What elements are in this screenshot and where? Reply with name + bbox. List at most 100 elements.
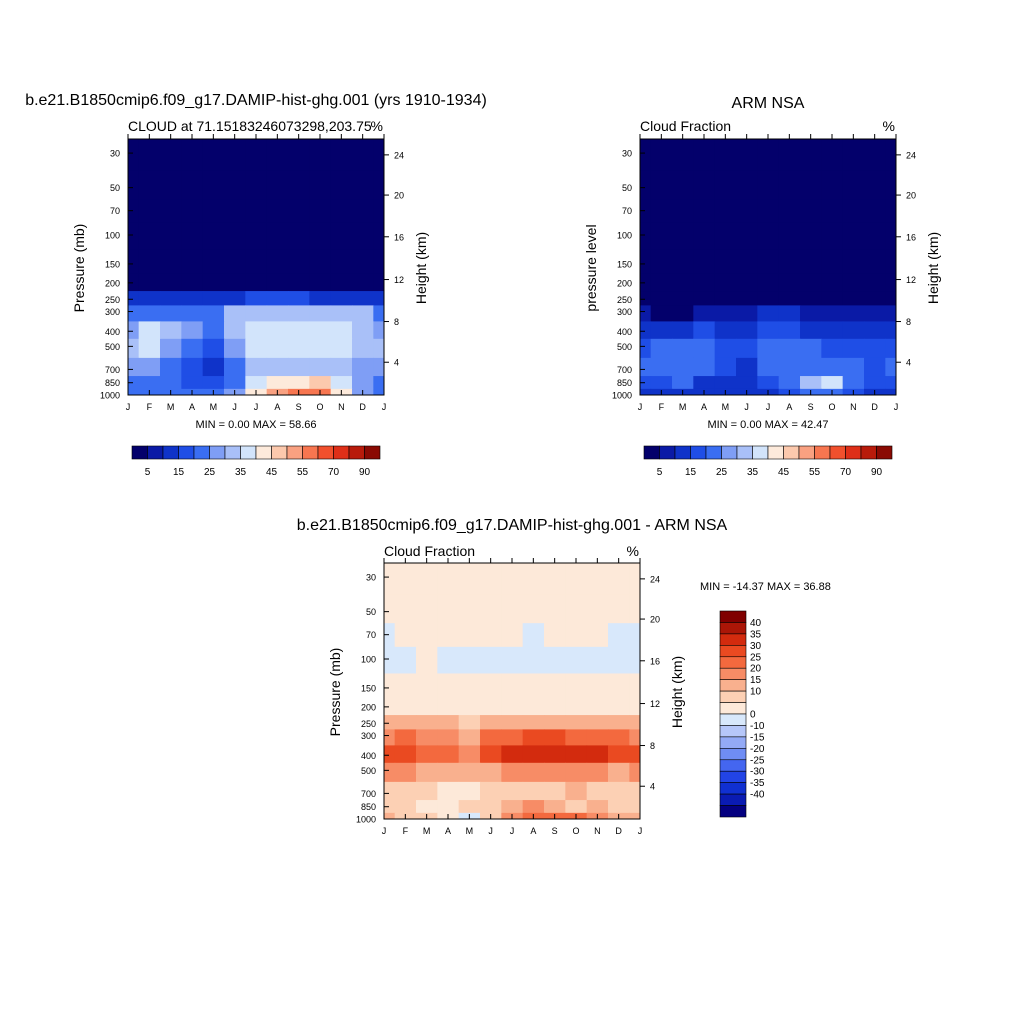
colorbar-swatch xyxy=(719,667,747,680)
heatmap-cell xyxy=(650,170,673,200)
heatmap-cell xyxy=(885,139,897,171)
heatmap-cell xyxy=(565,594,588,624)
pressure-tick-label: 50 xyxy=(622,183,632,193)
heatmap-cell xyxy=(224,273,246,292)
heatmap-cell xyxy=(181,357,204,377)
heatmap-cell xyxy=(544,762,566,783)
heatmap-cell xyxy=(330,273,353,292)
heatmap-cell xyxy=(373,139,385,171)
panel-diff-main-title: b.e21.B1850cmip6.f09_g17.DAMIP-hist-ghg.… xyxy=(297,517,728,534)
month-tick-label: O xyxy=(572,826,579,836)
heatmap-cell xyxy=(842,357,865,377)
heatmap-cell xyxy=(522,729,545,746)
heatmap-cell xyxy=(885,170,897,200)
heatmap-cell xyxy=(458,729,481,746)
heatmap-cell xyxy=(800,273,822,292)
panel-obs-colorbar: 5 15 25 35 45 55 70 90 xyxy=(643,445,893,478)
colorbar-swatch xyxy=(719,805,747,818)
month-tick-label: N xyxy=(850,402,857,412)
colorbar-label: 90 xyxy=(359,467,371,478)
heatmap-cell xyxy=(640,388,652,396)
heatmap-cell xyxy=(672,305,694,322)
heatmap-cell xyxy=(437,729,460,746)
pressure-tick-label: 50 xyxy=(366,607,376,617)
colorbar-label: 5 xyxy=(657,467,663,478)
panel-diff: b.e21.B1850cmip6.f09_g17.DAMIP-hist-ghg.… xyxy=(297,517,831,836)
heatmap-cell xyxy=(437,781,460,801)
heatmap-cell xyxy=(757,338,780,359)
heatmap-cell xyxy=(714,291,737,306)
heatmap-cell xyxy=(266,338,289,359)
heatmap-cell xyxy=(640,222,652,250)
month-tick-label: M xyxy=(466,826,474,836)
heatmap-cell xyxy=(181,249,204,274)
heatmap-cell xyxy=(800,338,822,359)
heatmap-cell xyxy=(160,305,182,322)
colorbar-label: 55 xyxy=(297,467,309,478)
heatmap-cell xyxy=(736,376,758,390)
heatmap-cell xyxy=(138,291,161,306)
heatmap-cell xyxy=(778,321,801,340)
colorbar-label: 70 xyxy=(328,467,340,478)
heatmap-cell xyxy=(842,291,865,306)
colorbar-swatch xyxy=(767,445,784,460)
heatmap-cell xyxy=(458,781,481,801)
heatmap-cell xyxy=(640,273,652,292)
heatmap-cell xyxy=(288,305,310,322)
heatmap-cell xyxy=(384,715,396,730)
heatmap-cell xyxy=(800,291,822,306)
heatmap-cell xyxy=(629,563,641,595)
heatmap-cell xyxy=(608,729,630,746)
month-tick-label: A xyxy=(701,402,707,412)
heatmap-cell xyxy=(458,646,481,674)
heatmap-cell xyxy=(384,646,396,674)
heatmap-cell xyxy=(640,139,652,171)
height-tick-label: 20 xyxy=(906,191,916,201)
heatmap-cell xyxy=(416,781,438,801)
heatmap-cell xyxy=(565,697,588,716)
heatmap-cell xyxy=(384,563,396,595)
colorbar-label: 90 xyxy=(871,467,883,478)
heatmap-cell xyxy=(224,305,246,322)
heatmap-cell xyxy=(586,745,609,764)
heatmap-cell xyxy=(629,646,641,674)
height-tick-label: 12 xyxy=(650,699,660,709)
heatmap-cell xyxy=(800,305,822,322)
heatmap-cell xyxy=(288,199,310,224)
pressure-tick-label: 70 xyxy=(622,206,632,216)
heatmap-cell xyxy=(757,291,780,306)
heatmap-cell xyxy=(565,563,588,595)
pressure-tick-label: 400 xyxy=(105,327,120,337)
heatmap-cell xyxy=(885,249,897,274)
colorbar-label: 35 xyxy=(235,467,247,478)
heatmap-cell xyxy=(672,291,694,306)
heatmap-cell xyxy=(522,715,545,730)
heatmap-cell xyxy=(480,673,502,698)
heatmap-cell xyxy=(480,563,502,595)
heatmap-cell xyxy=(608,673,630,698)
heatmap-cell xyxy=(128,291,140,306)
heatmap-cell xyxy=(373,222,385,250)
heatmap-cell xyxy=(821,338,844,359)
heatmap-cell xyxy=(373,199,385,224)
heatmap-cell xyxy=(565,781,588,801)
pressure-tick-label: 250 xyxy=(361,719,376,729)
heatmap-cell xyxy=(266,139,289,171)
month-tick-label: A xyxy=(786,402,792,412)
heatmap-cell xyxy=(714,170,737,200)
heatmap-cell xyxy=(266,305,289,322)
heatmap-cell xyxy=(842,321,865,340)
heatmap-cell xyxy=(245,357,268,377)
heatmap-cell xyxy=(202,170,225,200)
heatmap-cell xyxy=(842,376,865,390)
colorbar-swatch xyxy=(719,656,747,669)
heatmap-cell xyxy=(800,357,822,377)
heatmap-cell xyxy=(640,199,652,224)
heatmap-cell xyxy=(672,222,694,250)
month-tick-label: D xyxy=(615,826,622,836)
heatmap-cell xyxy=(384,762,396,783)
heatmap-cell xyxy=(640,291,652,306)
heatmap-cell xyxy=(128,357,140,377)
panel-obs-left-title: Cloud Fraction xyxy=(640,118,731,134)
